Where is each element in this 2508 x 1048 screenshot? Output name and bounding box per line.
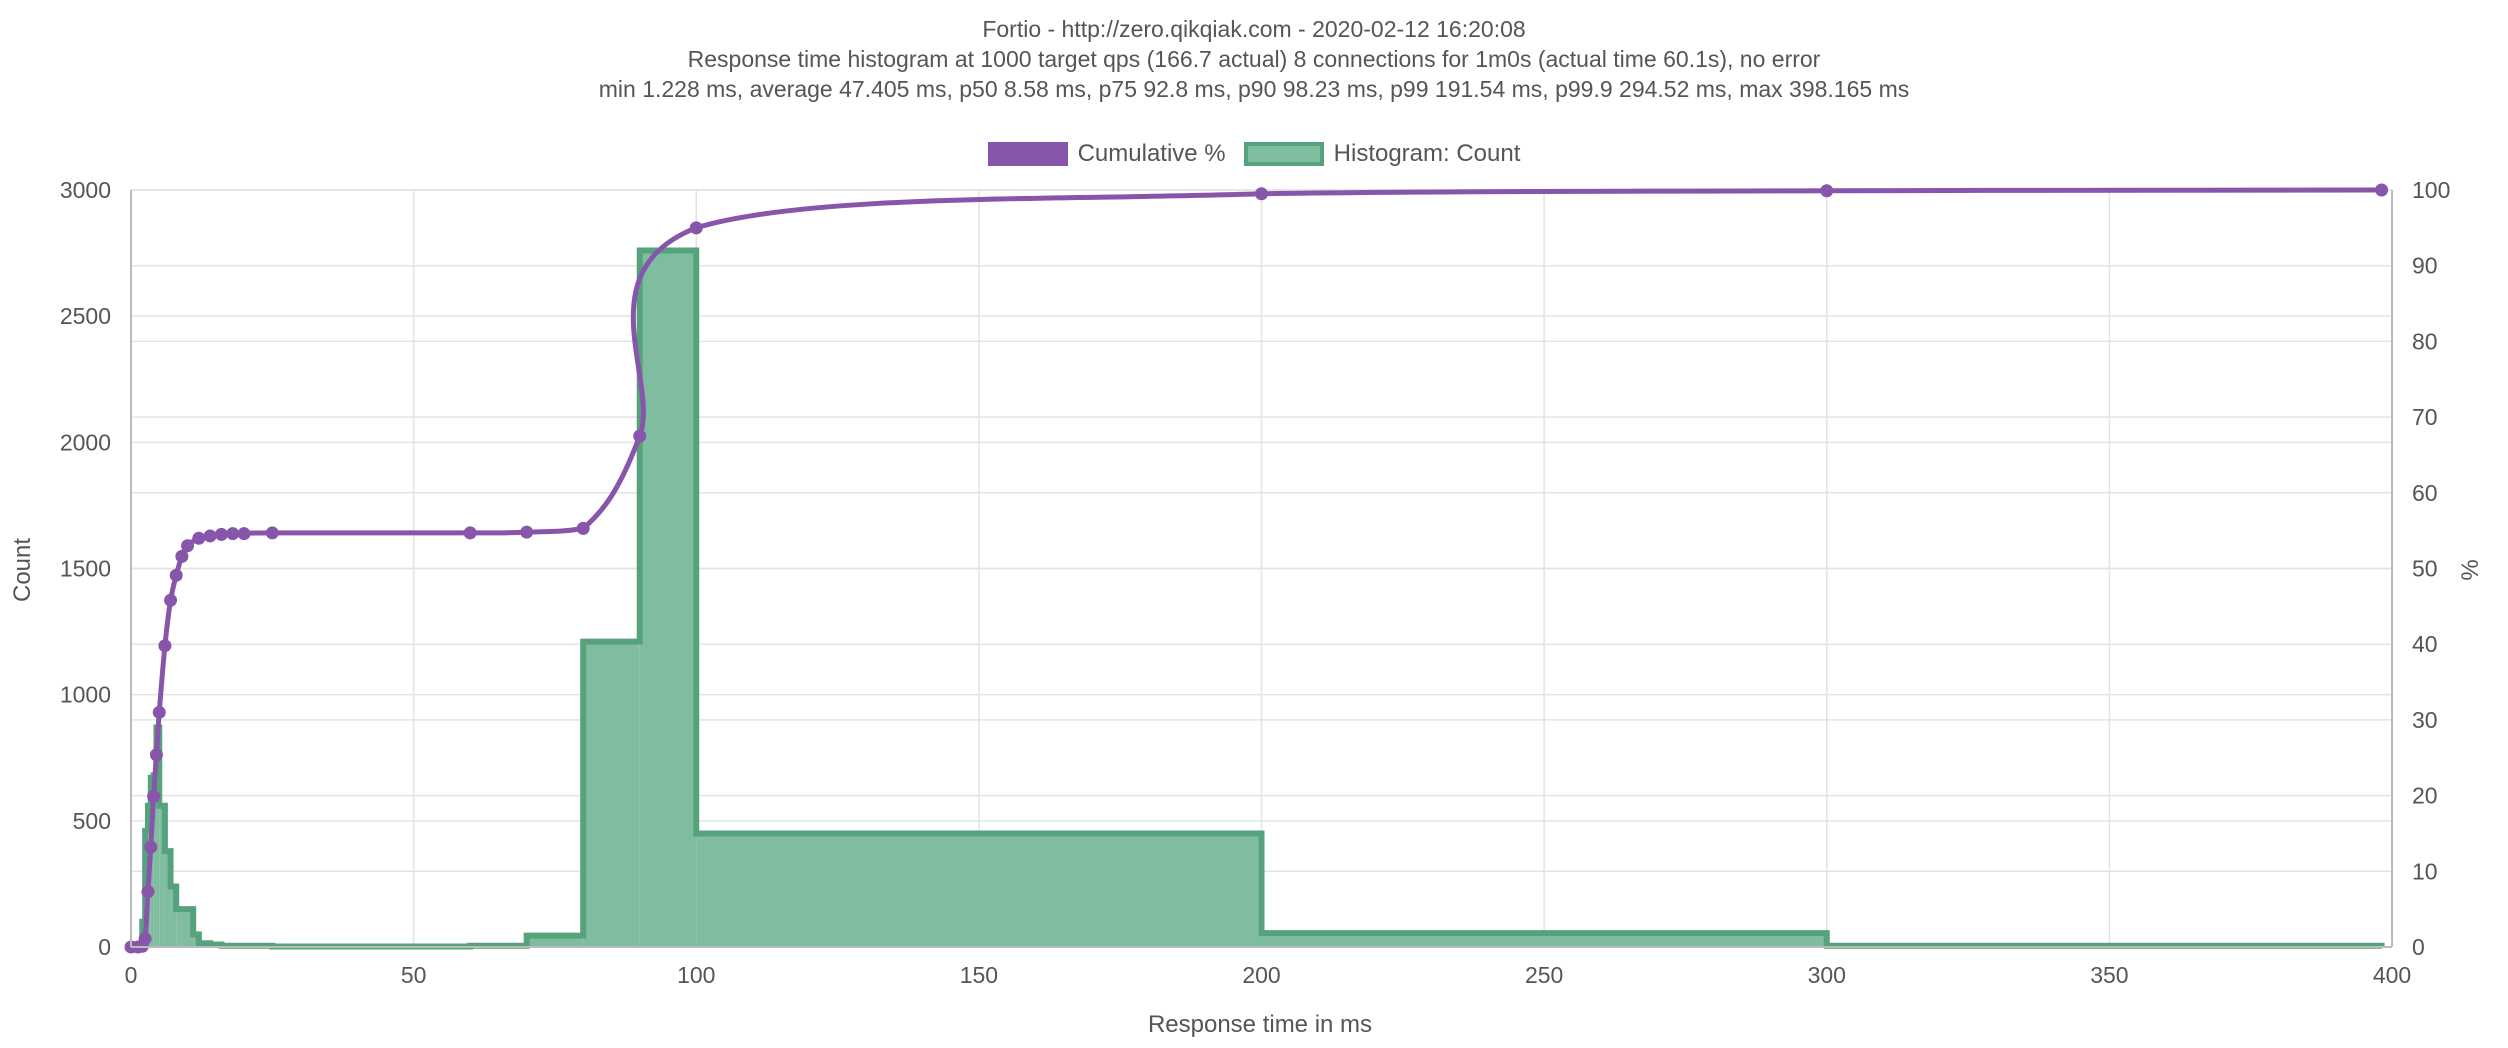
- x-tick-label: 50: [401, 962, 427, 988]
- cumulative-point: [152, 705, 166, 719]
- chart-subtitle-1: Response time histogram at 1000 target q…: [687, 46, 1821, 72]
- y2-tick-label: 80: [2412, 328, 2438, 354]
- legend-label-cumulative: Cumulative %: [1077, 140, 1226, 167]
- y2-tick-label: 90: [2412, 253, 2438, 279]
- y2-tick-label: 20: [2412, 783, 2438, 809]
- histogram-bar: [153, 775, 157, 947]
- histogram-bar: [164, 851, 171, 947]
- cumulative-point: [138, 932, 152, 946]
- histogram-bar: [696, 833, 1262, 947]
- cumulative-point: [1820, 184, 1834, 198]
- y-tick-label: 0: [98, 934, 111, 960]
- x-axis-label: Response time in ms: [1148, 1011, 1372, 1038]
- histogram-outline: [134, 247, 2385, 950]
- y2-tick-label: 10: [2412, 858, 2438, 884]
- cumulative-line: [124, 183, 2389, 954]
- cumulative-point: [144, 840, 158, 854]
- chart-legend[interactable]: Cumulative % Histogram: Count: [0, 140, 2508, 168]
- y2-axis-label: %: [2457, 559, 2484, 580]
- histogram-bar: [156, 727, 160, 947]
- histogram-bar: [583, 641, 640, 947]
- y-tick-label: 2500: [60, 303, 111, 329]
- y2-tick-label: 30: [2412, 707, 2438, 733]
- y2-tick-label: 100: [2412, 177, 2450, 203]
- x-tick-label: 100: [677, 962, 715, 988]
- x-tick-label: 350: [2090, 962, 2128, 988]
- histogram-bar: [639, 250, 697, 947]
- cumulative-point: [214, 527, 228, 541]
- histogram-bar: [526, 935, 584, 947]
- cumulative-point: [175, 549, 189, 563]
- histogram-bars: [134, 247, 2385, 950]
- cumulative-point: [141, 885, 155, 899]
- cumulative-point: [1255, 187, 1268, 201]
- y-tick-label: 1000: [60, 682, 111, 708]
- histogram-bar: [1261, 933, 1827, 947]
- cumulative-point: [463, 526, 477, 540]
- chart-subtitle-2: min 1.228 ms, average 47.405 ms, p50 8.5…: [598, 76, 1910, 102]
- legend-swatch-histogram: [1243, 142, 1324, 166]
- cumulative-point: [158, 639, 172, 653]
- cumulative-point: [169, 568, 183, 582]
- y2-tick-label: 70: [2412, 404, 2438, 430]
- chart-axes: 0 50 100 150 200 250 300 350 4000500100015002000…: [60, 177, 2451, 988]
- cumulative-point: [147, 789, 161, 803]
- x-tick-label: 150: [960, 962, 998, 988]
- cumulative-point: [237, 527, 251, 541]
- cumulative-point: [226, 527, 240, 541]
- cumulative-point: [265, 526, 279, 540]
- y2-tick-label: 60: [2412, 480, 2438, 506]
- legend-item-cumulative[interactable]: Cumulative %: [987, 140, 1226, 168]
- y2-tick-label: 50: [2412, 556, 2438, 582]
- cumulative-point: [192, 531, 206, 545]
- y-tick-label: 2000: [60, 429, 111, 455]
- chart-titles: Fortio - http://zero.qikqiak.com - 2020-…: [0, 14, 2508, 104]
- legend-label-histogram: Histogram: Count: [1333, 140, 1521, 167]
- legend-item-histogram[interactable]: Histogram: Count: [1243, 140, 1521, 168]
- legend-swatch-cumulative: [987, 142, 1068, 166]
- histogram-bar: [181, 909, 188, 947]
- cumulative-point: [181, 539, 195, 553]
- histogram-bar: [159, 805, 165, 947]
- x-tick-label: 300: [1808, 962, 1846, 988]
- histogram-bar: [170, 886, 177, 947]
- chart-title: Fortio - http://zero.qikqiak.com - 2020-…: [982, 16, 1526, 42]
- y2-tick-label: 0: [2412, 934, 2425, 960]
- cumulative-point: [633, 429, 647, 443]
- y2-tick-label: 40: [2412, 631, 2438, 657]
- cumulative-point: [164, 593, 178, 607]
- cumulative-point: [203, 529, 217, 543]
- cumulative-point: [576, 521, 590, 535]
- y-tick-label: 500: [73, 808, 111, 834]
- x-tick-label: 250: [1525, 962, 1563, 988]
- cumulative-point: [520, 525, 534, 539]
- y-tick-label: 3000: [60, 177, 111, 203]
- x-tick-label: 0: [125, 962, 138, 988]
- histogram-bar: [176, 909, 182, 947]
- cumulative-point: [689, 221, 703, 235]
- y-axis-label: Count: [9, 538, 36, 602]
- cumulative-point: [2375, 183, 2389, 197]
- y-tick-label: 1500: [60, 556, 111, 582]
- x-tick-label: 200: [1242, 962, 1280, 988]
- x-tick-label: 400: [2373, 962, 2411, 988]
- cumulative-point: [149, 748, 163, 762]
